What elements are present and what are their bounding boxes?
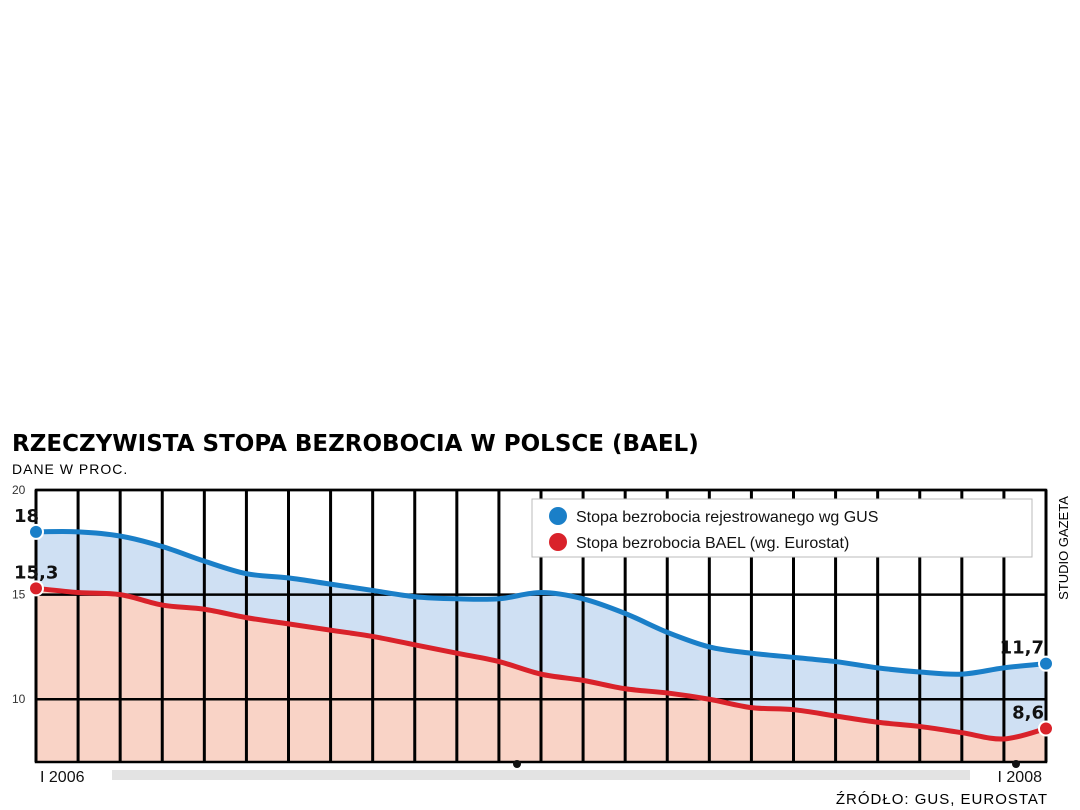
legend-marker [549, 507, 567, 525]
legend-label: Stopa bezrobocia rejestrowanego wg GUS [576, 509, 878, 526]
end-point-bael [1038, 720, 1054, 737]
legend-marker [549, 533, 567, 551]
start-label-gus: 18 [14, 506, 39, 527]
plot-area: 20 15 10 18 11,7 15,3 8,6 Stopa bezrobocia reje… [12, 483, 1054, 786]
x-axis-strip [112, 770, 970, 780]
x-tick-label: I 2008 [998, 769, 1043, 786]
x-tick-label: I 2006 [40, 769, 85, 786]
y-tick-label: 10 [12, 692, 26, 706]
x-axis-dot [513, 760, 521, 768]
start-point-bael [28, 580, 44, 597]
source-note: ŹRÓDŁO: GUS, EUROSTAT [836, 791, 1048, 808]
legend-label: Stopa bezrobocia BAEL (wg. Eurostat) [576, 535, 849, 552]
chart-subtitle: DANE W PROC. [12, 461, 128, 477]
end-label-bael: 8,6 [1012, 703, 1044, 724]
end-label-gus: 11,7 [1000, 638, 1044, 659]
series-line-bael [35, 585, 1047, 742]
start-point-gus [28, 523, 44, 540]
legend-box [531, 498, 1033, 558]
series-line-gus [35, 529, 1047, 677]
y-tick-label: 15 [12, 588, 26, 602]
x-axis-dot [1012, 760, 1020, 768]
chart-title: RZECZYWISTA STOPA BEZROBOCIA W POLSCE (B… [12, 431, 699, 457]
plot-frame [34, 488, 1048, 764]
end-point-gus [1038, 655, 1054, 672]
start-label-bael: 15,3 [14, 562, 58, 583]
studio-credit: STUDIO GAZETA [1056, 496, 1071, 600]
y-tick-label: 20 [12, 483, 26, 497]
